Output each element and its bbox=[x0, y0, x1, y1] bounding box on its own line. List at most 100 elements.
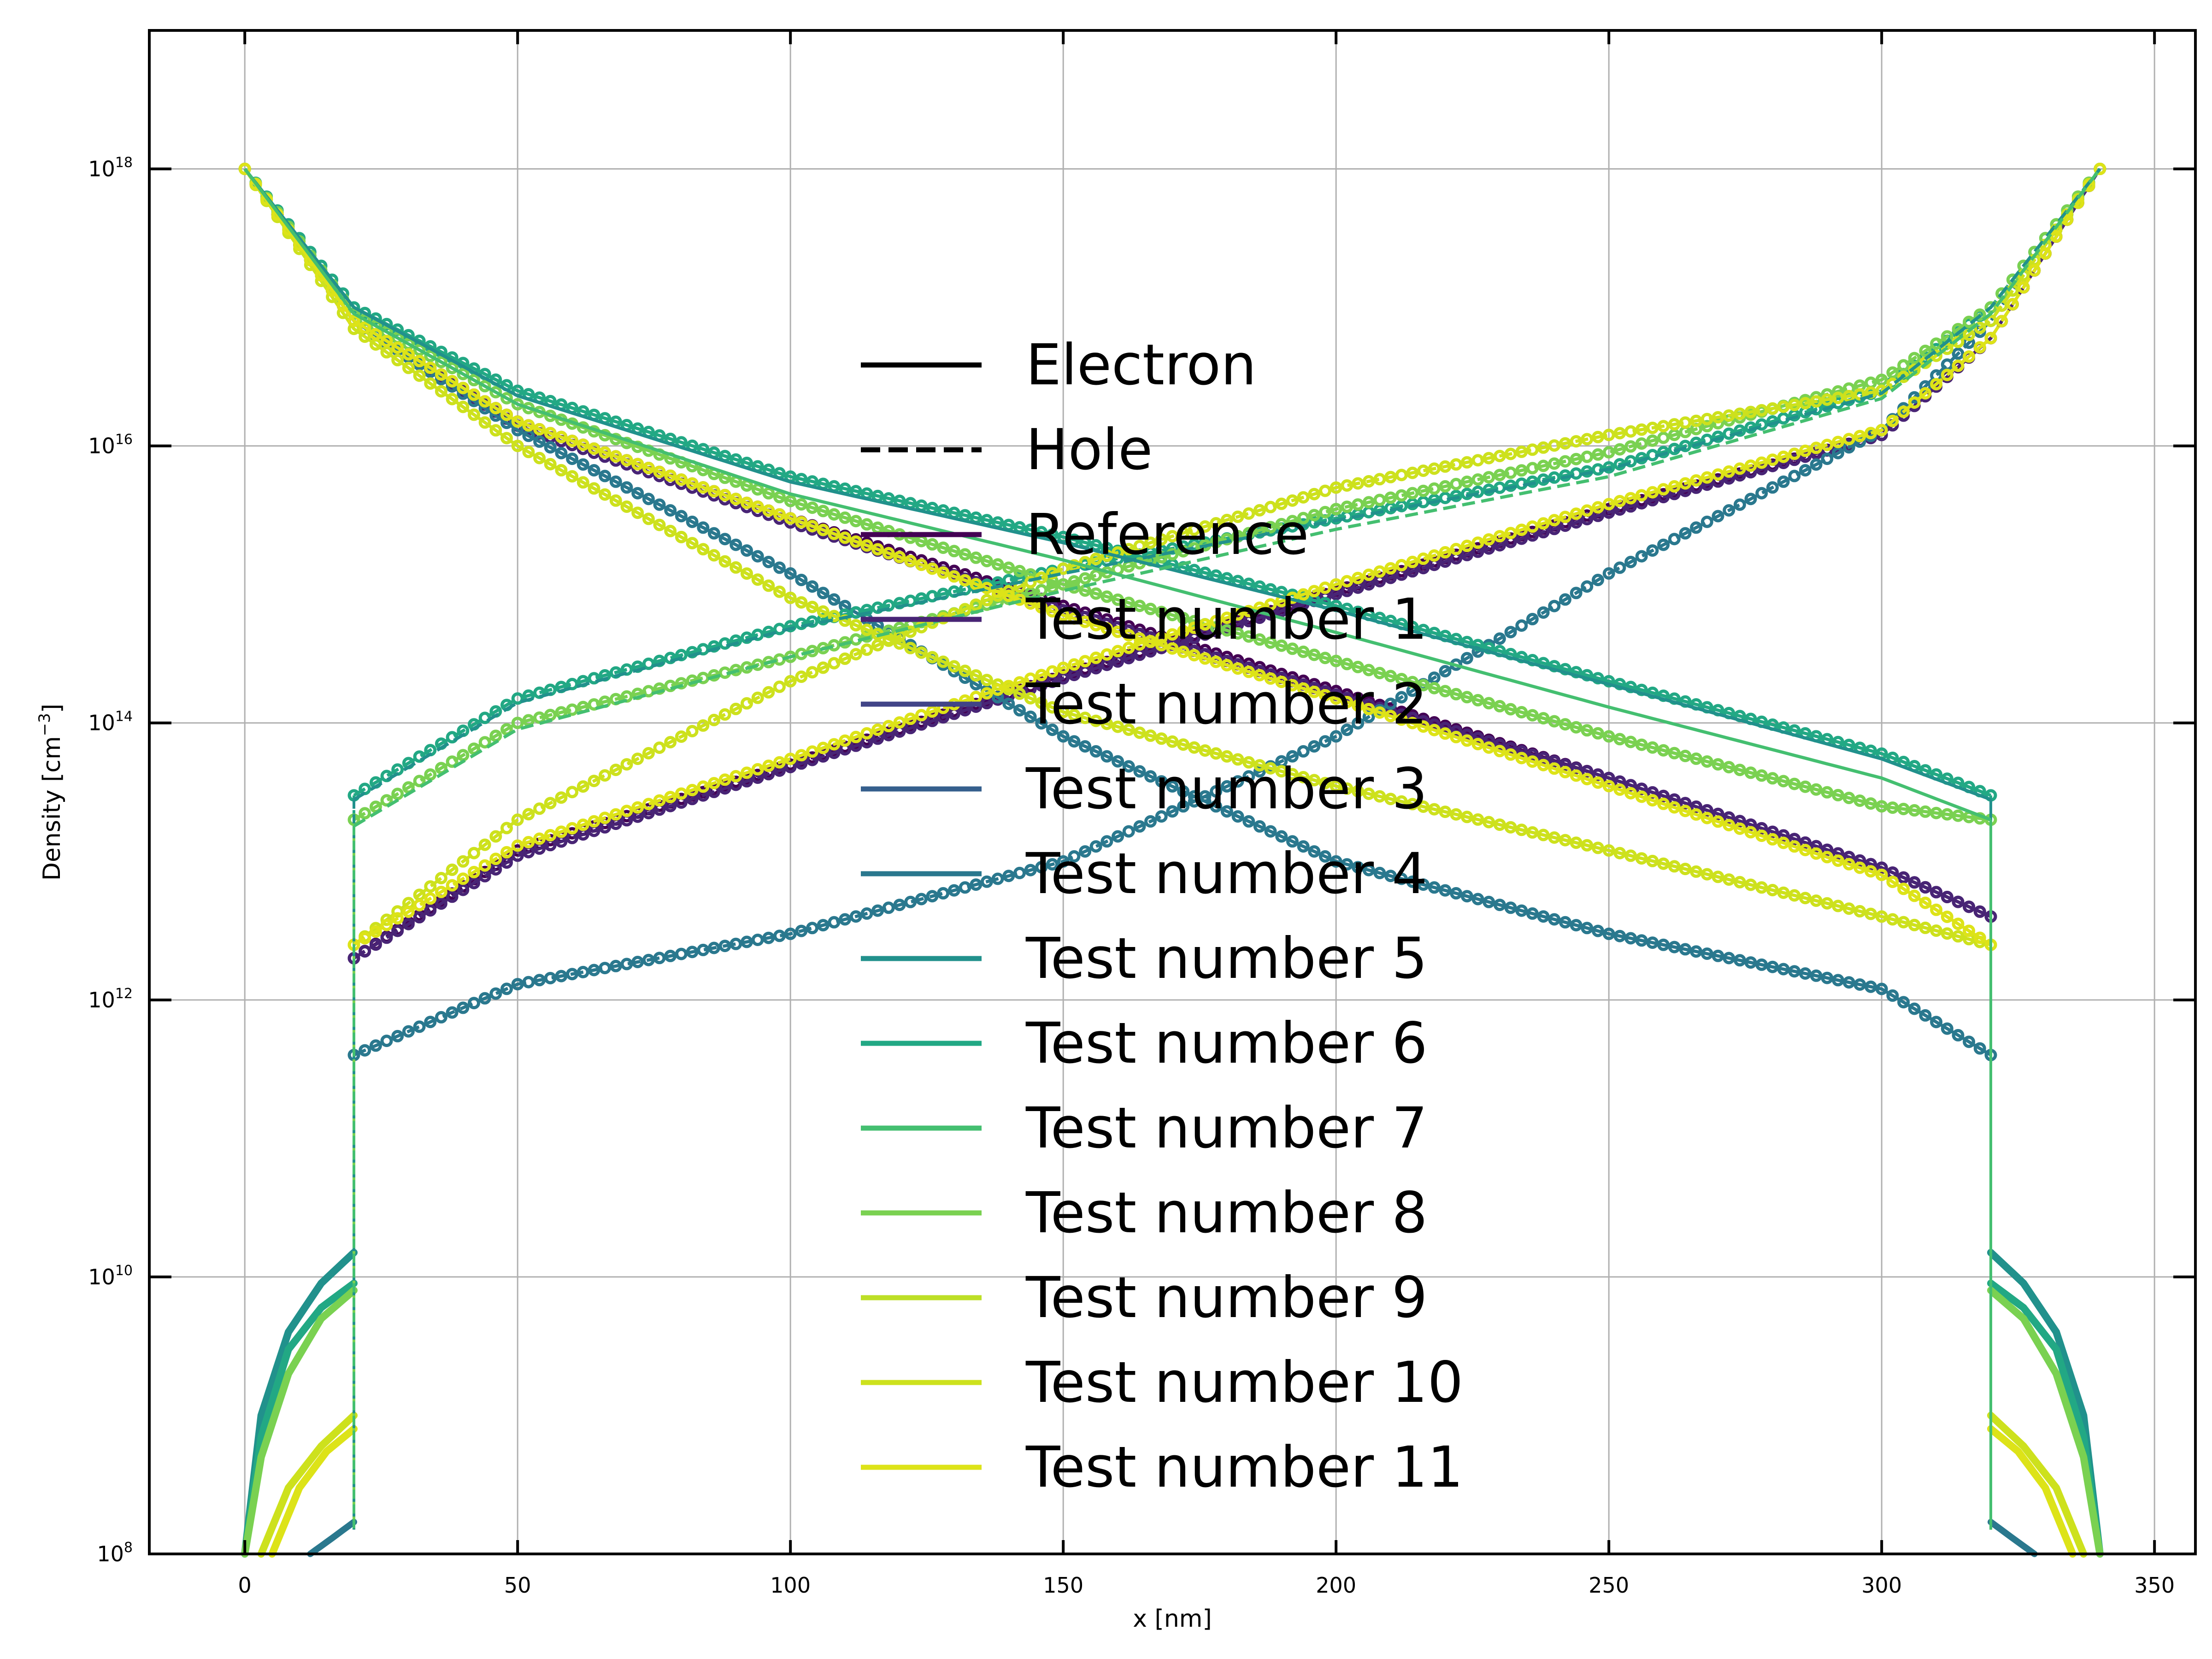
edge-curve bbox=[241, 1287, 358, 1558]
hole-marker bbox=[522, 808, 535, 821]
electron-marker bbox=[588, 442, 600, 455]
hole-marker bbox=[860, 727, 873, 740]
electron-marker bbox=[1700, 812, 1713, 824]
electron-marker bbox=[991, 691, 1004, 704]
hole-marker bbox=[500, 982, 513, 995]
electron-marker bbox=[1832, 974, 1844, 987]
hole-marker bbox=[489, 987, 502, 1000]
electron-marker bbox=[1395, 795, 1408, 808]
hole-marker bbox=[1941, 369, 1953, 382]
y-tick-base: 10 bbox=[88, 157, 115, 182]
x-tick-label: 150 bbox=[1043, 1573, 1083, 1598]
hole-marker bbox=[457, 1001, 470, 1014]
hole-marker bbox=[359, 1044, 371, 1057]
electron-marker bbox=[1897, 916, 1910, 929]
hole-marker bbox=[1952, 359, 1965, 372]
hole-marker bbox=[1766, 481, 1779, 494]
hole-marker bbox=[1613, 495, 1626, 507]
hole-marker bbox=[751, 934, 764, 946]
electron-marker bbox=[653, 465, 666, 478]
hole-marker bbox=[1832, 447, 1844, 459]
electron-marker bbox=[1188, 790, 1200, 803]
hole-marker bbox=[1406, 487, 1419, 500]
series-11 bbox=[238, 163, 2106, 1530]
hole-marker bbox=[1417, 484, 1430, 497]
hole-marker bbox=[1188, 795, 1200, 808]
electron-marker bbox=[609, 450, 622, 463]
electron-marker bbox=[1842, 976, 1855, 989]
electron-marker bbox=[1417, 679, 1430, 692]
electron-marker bbox=[1548, 913, 1561, 926]
hole-marker bbox=[1897, 406, 1910, 418]
hole-marker bbox=[1700, 412, 1713, 425]
electron-marker bbox=[1570, 762, 1583, 775]
electron-marker bbox=[1493, 745, 1506, 758]
electron-marker bbox=[1963, 924, 1976, 937]
electron-marker bbox=[1471, 694, 1484, 706]
x-tick-label: 0 bbox=[238, 1573, 252, 1598]
electron-marker bbox=[1537, 752, 1550, 765]
hole-marker bbox=[1570, 587, 1583, 600]
hole-marker bbox=[1602, 429, 1615, 441]
hole-marker bbox=[849, 730, 862, 743]
hole-marker bbox=[1657, 446, 1670, 459]
hole-marker bbox=[1690, 474, 1703, 487]
electron-marker bbox=[686, 515, 699, 528]
hole-marker bbox=[1712, 475, 1724, 488]
electron-marker bbox=[893, 637, 906, 650]
electron-marker bbox=[1690, 945, 1703, 958]
hole-marker bbox=[664, 652, 677, 665]
hole-marker bbox=[566, 968, 579, 981]
electron-marker bbox=[1504, 741, 1517, 754]
hole-marker bbox=[1635, 423, 1648, 436]
electron-marker bbox=[1428, 724, 1441, 736]
hole-marker bbox=[380, 918, 393, 931]
electron-marker bbox=[1679, 943, 1692, 956]
electron-marker bbox=[1766, 833, 1779, 846]
electron-marker bbox=[1417, 720, 1430, 733]
electron-marker bbox=[1297, 771, 1310, 783]
legend-entry: Test number 7 bbox=[861, 1095, 1428, 1161]
y-axis-label-exponent: −3 bbox=[35, 713, 54, 736]
electron-marker bbox=[915, 646, 928, 659]
hole-marker bbox=[1428, 462, 1441, 475]
electron-marker bbox=[1777, 963, 1790, 976]
electron-marker bbox=[1242, 630, 1255, 643]
electron-marker bbox=[1100, 590, 1113, 603]
electron-marker bbox=[478, 402, 491, 415]
legend-entry: Test number 5 bbox=[861, 926, 1428, 991]
hole-marker bbox=[795, 749, 808, 762]
hole-marker bbox=[1395, 469, 1408, 482]
hole-marker bbox=[1493, 632, 1506, 645]
electron-marker bbox=[1341, 695, 1353, 708]
electron-marker bbox=[1308, 845, 1321, 858]
electron-marker bbox=[1963, 1035, 1976, 1048]
hole-marker bbox=[1613, 561, 1626, 574]
electron-marker bbox=[347, 314, 360, 327]
electron-marker bbox=[1526, 748, 1539, 761]
hole-marker bbox=[1417, 552, 1430, 565]
electron-marker bbox=[729, 561, 742, 574]
electron-marker bbox=[1723, 819, 1735, 831]
series-10 bbox=[238, 163, 2106, 1530]
x-tick-label: 50 bbox=[504, 1573, 531, 1598]
electron-marker bbox=[1788, 889, 1801, 902]
hole-marker bbox=[904, 594, 917, 607]
hole-marker bbox=[1755, 404, 1768, 417]
hole-marker bbox=[882, 901, 895, 914]
electron-marker bbox=[1919, 881, 1932, 894]
electron-marker bbox=[1897, 803, 1910, 815]
electron-marker bbox=[1832, 900, 1844, 912]
electron-marker bbox=[446, 362, 459, 375]
hole-marker bbox=[489, 853, 502, 865]
electron-marker bbox=[533, 435, 546, 448]
electron-marker bbox=[1504, 703, 1517, 716]
electron-marker bbox=[1395, 673, 1408, 686]
hole-marker bbox=[1493, 469, 1506, 482]
hole-marker bbox=[1330, 481, 1342, 494]
hole-marker bbox=[729, 664, 742, 677]
electron-marker bbox=[1373, 706, 1386, 719]
electron-marker bbox=[1406, 875, 1419, 888]
electron-marker bbox=[1024, 710, 1037, 723]
hole-line bbox=[353, 168, 2101, 1057]
